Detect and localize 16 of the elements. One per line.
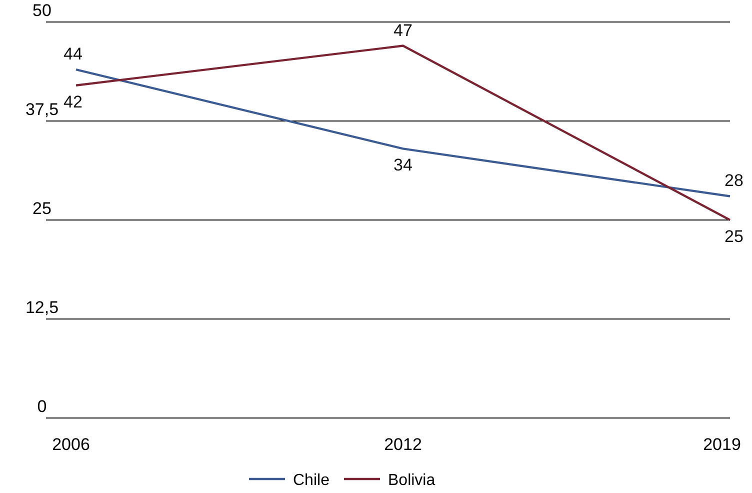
y-tick-label: 37,5: [25, 100, 59, 119]
y-tick-label: 25: [32, 199, 52, 218]
legend-label: Chile: [293, 472, 330, 489]
y-tick-label: 12,5: [25, 298, 59, 317]
data-label: 28: [724, 171, 744, 190]
y-tick-label: 50: [32, 1, 52, 20]
y-tick-label: 0: [37, 397, 47, 416]
legend-label: Bolivia: [388, 472, 436, 489]
x-tick-label: 2019: [703, 435, 741, 454]
data-label: 25: [724, 227, 744, 246]
data-label: 42: [64, 92, 82, 112]
data-label: 44: [64, 44, 82, 64]
x-tick-label: 2006: [52, 435, 90, 454]
x-tick-label: 2012: [384, 435, 422, 454]
data-label: 34: [394, 156, 412, 175]
data-label: 47: [394, 20, 412, 40]
